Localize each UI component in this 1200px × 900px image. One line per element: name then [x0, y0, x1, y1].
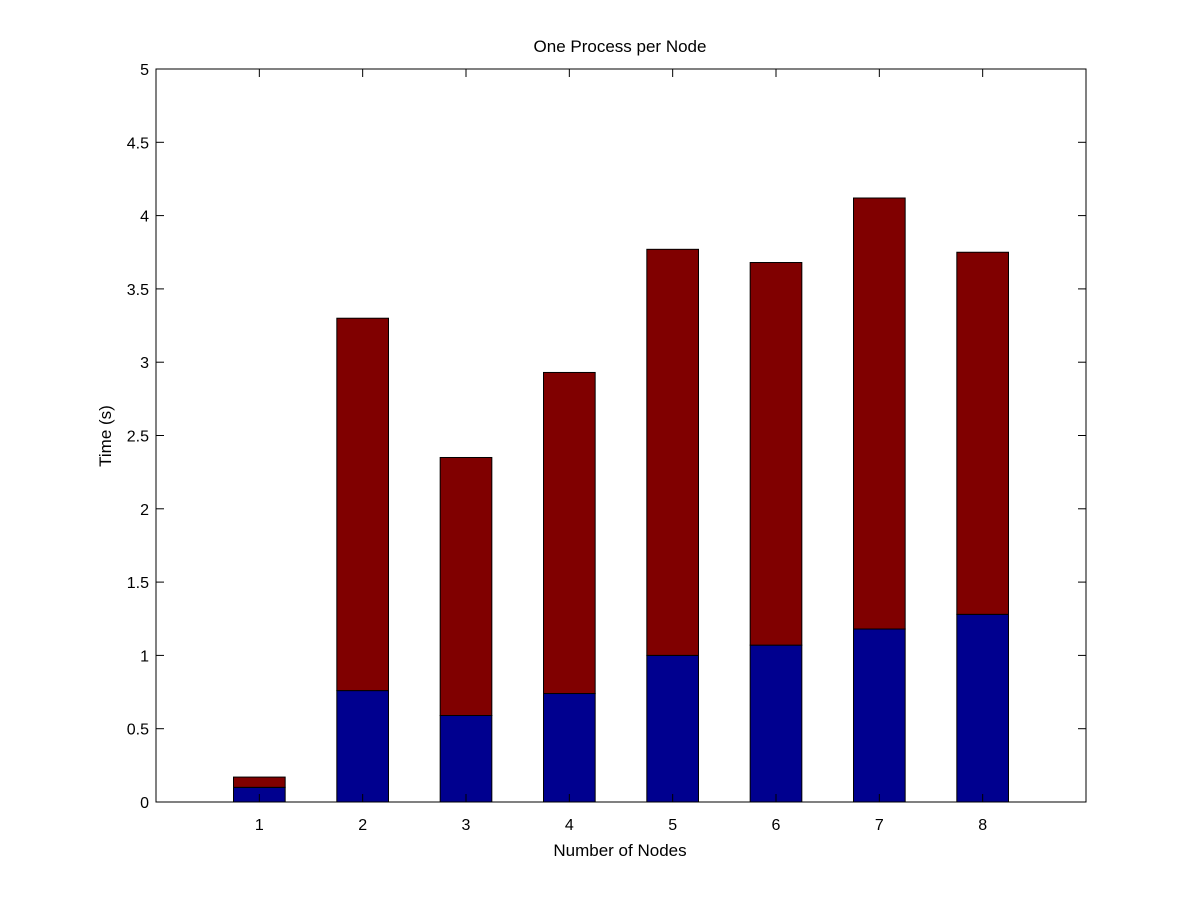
- y-tick-label-5: 5: [140, 62, 149, 79]
- bars-layer: [233, 197, 1009, 803]
- y-tick-label-4.5: 4.5: [127, 135, 149, 152]
- bar-lower-3: [439, 715, 493, 803]
- bar-upper-1: [233, 776, 286, 788]
- bar-lower-6: [749, 644, 803, 803]
- y-tick-label-3: 3: [140, 355, 149, 372]
- y-tick-label-0: 0: [140, 795, 149, 812]
- y-tick-label-1: 1: [140, 648, 149, 665]
- bar-lower-4: [543, 693, 596, 803]
- bar-upper-6: [749, 262, 803, 646]
- y-tick-label-0.5: 0.5: [127, 722, 149, 739]
- bar-lower-5: [646, 654, 699, 803]
- x-tick-label-7: 7: [875, 817, 884, 834]
- bar-upper-8: [956, 251, 1009, 615]
- x-tick-label-5: 5: [668, 817, 677, 834]
- x-tick-label-4: 4: [565, 817, 574, 834]
- y-tick-label-2.5: 2.5: [127, 429, 149, 446]
- bar-lower-2: [336, 690, 390, 803]
- plot-area: [156, 69, 1086, 802]
- x-tick-label-2: 2: [358, 817, 367, 834]
- chart-title: One Process per Node: [534, 37, 707, 56]
- bar-lower-8: [956, 613, 1009, 803]
- tick-labels: 1 2 3 4 5 6 7 8 0 0.5 1 1.5 2 2.5 3 3.5 4 4.5 5: [127, 62, 987, 834]
- bar-upper-4: [543, 371, 596, 695]
- y-tick-label-3.5: 3.5: [127, 282, 149, 299]
- bar-upper-5: [646, 248, 699, 656]
- bar-lower-7: [853, 628, 906, 803]
- x-tick-label-8: 8: [978, 817, 987, 834]
- bar-upper-3: [439, 456, 493, 717]
- x-tick-label-3: 3: [462, 817, 471, 834]
- bar-upper-2: [336, 317, 390, 692]
- y-tick-label-2: 2: [140, 502, 149, 519]
- x-tick-label-1: 1: [255, 817, 264, 834]
- x-axis-label: Number of Nodes: [553, 841, 686, 860]
- plot-frame: [155, 68, 1087, 803]
- x-tick-label-6: 6: [772, 817, 781, 834]
- ticks-layer: [156, 68, 1086, 803]
- bar-upper-7: [853, 197, 906, 630]
- y-axis-label: Time (s): [96, 405, 115, 467]
- y-tick-label-4: 4: [140, 209, 149, 226]
- y-tick-label-1.5: 1.5: [127, 575, 149, 592]
